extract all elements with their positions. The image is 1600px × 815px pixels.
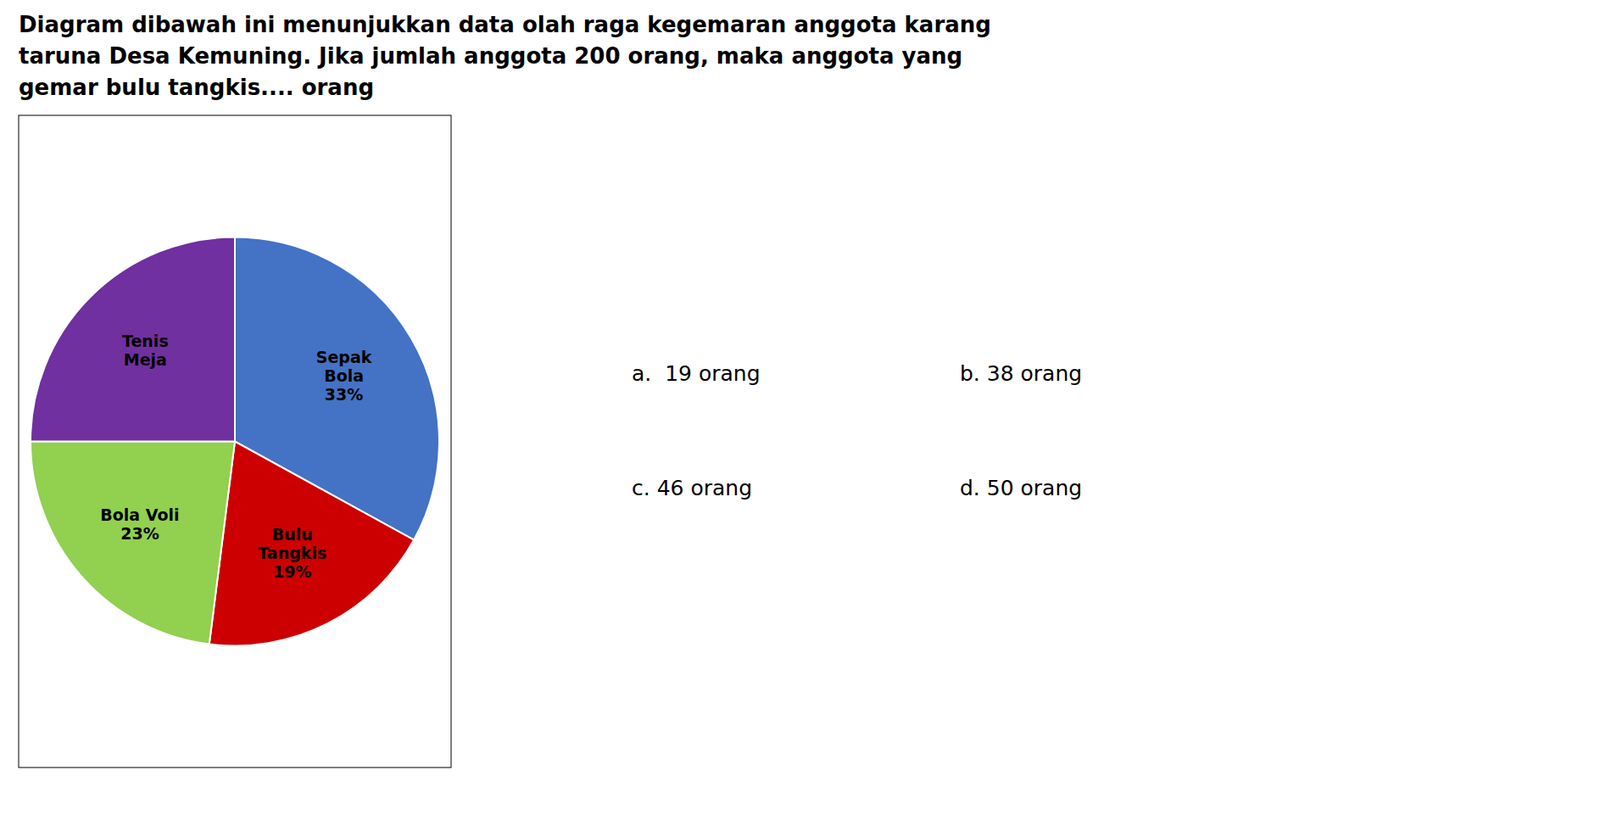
slice-label-line: 23% bbox=[120, 524, 159, 543]
slice bbox=[30, 441, 235, 645]
slice-label: TenisMeja bbox=[122, 331, 169, 369]
chart: Diagram dibawah ini menunjukkan data ola… bbox=[0, 0, 1600, 815]
slice bbox=[30, 237, 235, 442]
slice-label-line: Bulu bbox=[272, 524, 313, 544]
slice-labels: SepakBola33% BuluTangkis19% Bola Voli23% Te… bbox=[100, 331, 372, 581]
slice-label-line: Bola Voli bbox=[100, 505, 179, 525]
frame bbox=[18, 115, 452, 768]
title-line: taruna Desa Kemuning. Jika jumlah anggot… bbox=[18, 43, 963, 69]
slice-label-line: Tangkis bbox=[257, 543, 327, 563]
options: a. 19 orang b. 38 orang c. 46 orang d. 50 o… bbox=[631, 361, 1082, 501]
option: a. 19 orang bbox=[631, 361, 761, 386]
pie bbox=[30, 237, 440, 647]
slice-label-line: Sepak bbox=[316, 347, 373, 367]
option: c. 46 orang bbox=[631, 475, 753, 501]
slice-label-line: Tenis bbox=[122, 331, 169, 351]
title-line: gemar bulu tangkis.... orang bbox=[18, 74, 374, 101]
option: b. 38 orang bbox=[959, 361, 1082, 386]
title: Diagram dibawah ini menunjukkan data ola… bbox=[18, 11, 992, 101]
option: d. 50 orang bbox=[959, 475, 1082, 501]
slice-label: BuluTangkis19% bbox=[257, 524, 327, 581]
slice-label-line: Meja bbox=[123, 350, 168, 369]
slice-label: SepakBola33% bbox=[316, 347, 373, 404]
slice-label-line: Bola bbox=[323, 366, 364, 385]
slice bbox=[209, 441, 414, 647]
slice-label-line: 19% bbox=[273, 562, 312, 581]
slice-label: Bola Voli23% bbox=[100, 505, 179, 543]
title-line: Diagram dibawah ini menunjukkan data ola… bbox=[18, 11, 992, 38]
slice-label-line: 33% bbox=[324, 384, 363, 404]
